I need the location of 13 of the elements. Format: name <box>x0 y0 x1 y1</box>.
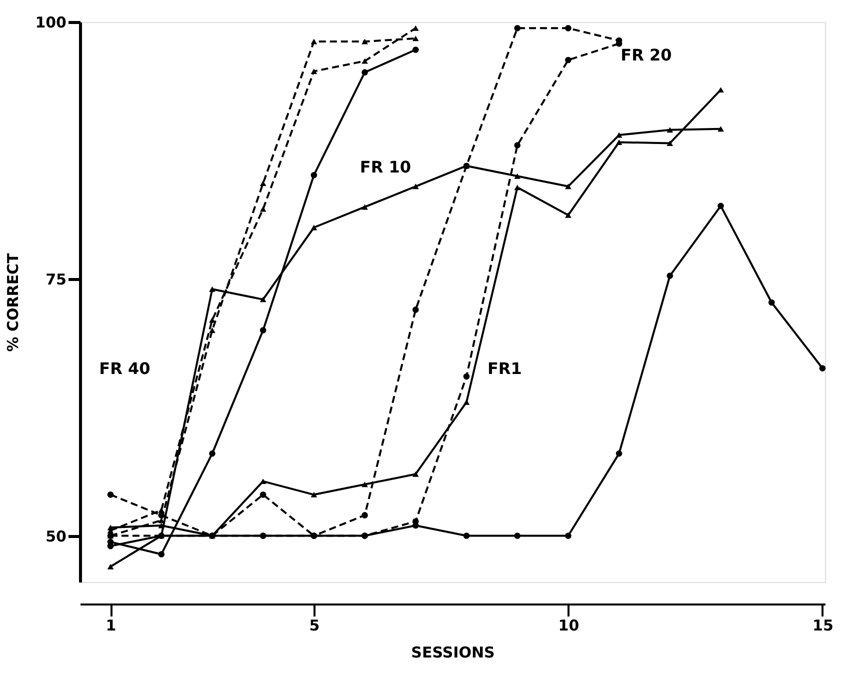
x-tick-label: 10 <box>558 616 580 634</box>
x-axis-title: SESSIONS <box>411 644 495 662</box>
annotation: FR 40 <box>99 359 150 378</box>
annotation: FR 10 <box>360 158 411 177</box>
x-tick-label: 15 <box>812 616 834 634</box>
x-tick-label: 1 <box>106 616 116 634</box>
x-tick-label: 5 <box>309 616 320 634</box>
y-tick-label: 75 <box>46 270 66 288</box>
annotation: FR1 <box>487 359 522 378</box>
y-tick-label: 50 <box>46 527 66 546</box>
y-tick-label: 100 <box>35 14 66 32</box>
y-axis-title: % CORRECT <box>4 252 22 352</box>
annotation: FR 20 <box>620 46 672 65</box>
